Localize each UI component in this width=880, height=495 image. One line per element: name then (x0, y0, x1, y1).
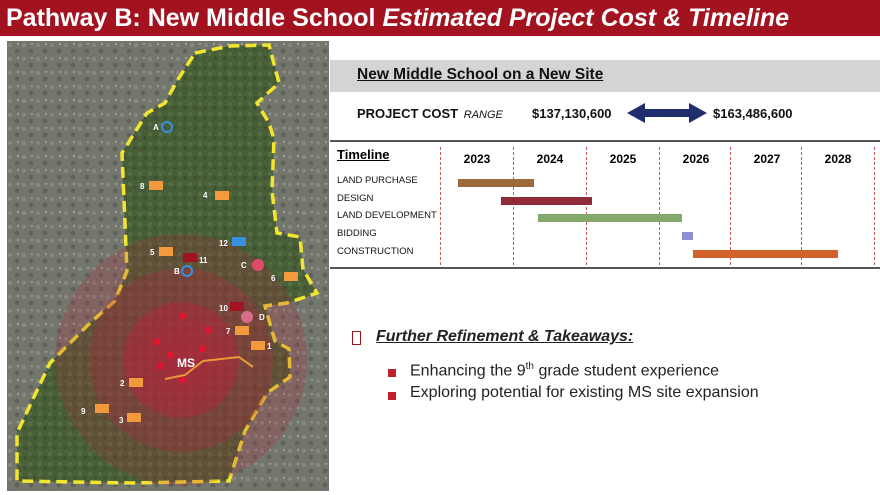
school-icon-5: 5 (150, 247, 173, 257)
year-divider (513, 147, 514, 265)
school-icon-b: B (174, 265, 193, 277)
school-label-9: 9 (81, 407, 86, 416)
school-label-1: 1 (267, 342, 272, 351)
school-label-d: D (259, 313, 265, 322)
school-label-6: 6 (271, 274, 276, 283)
school-label-b: B (174, 267, 180, 276)
school-label-8: 8 (140, 182, 145, 191)
school-icon-12: 12 (219, 237, 246, 248)
takeaway-item-1-sup: th (525, 361, 534, 372)
school-icon-1: 1 (251, 341, 272, 351)
school-label-10: 10 (219, 304, 228, 313)
school-icon-2: 2 (120, 378, 143, 388)
bullet-icon (388, 392, 396, 400)
task-label-land-purchase: LAND PURCHASE (337, 175, 418, 186)
year-divider (586, 147, 587, 265)
takeaways-title: Further Refinement & Takeaways: (376, 328, 634, 345)
school-label-12: 12 (219, 239, 228, 248)
year-divider (801, 147, 802, 265)
page-title: Pathway B: New Middle School Estimated P… (0, 0, 880, 36)
school-label-3: 3 (119, 416, 124, 425)
ms-label: MS (177, 356, 195, 370)
school-icon-6: 6 (271, 272, 298, 283)
task-label-design: DESIGN (337, 193, 374, 204)
project-cost-label: PROJECT COST RANGE (357, 106, 503, 121)
gantt-bar-design (501, 196, 592, 205)
gantt-bar-land-purchase (458, 179, 534, 187)
task-label-land-development: LAND DEVELOPMENT (337, 210, 437, 221)
gantt-bar-construction (693, 249, 838, 258)
school-icon-7: 7 (226, 326, 249, 336)
title-lead: Pathway B: New Middle School (6, 4, 383, 32)
ms-radius-rings (55, 234, 307, 486)
year-divider (659, 147, 660, 265)
title-italic: Estimated Project Cost & Timeline (382, 4, 790, 32)
timeline-bottom-rule (330, 267, 880, 269)
school-icon-11: 11 (183, 253, 208, 265)
year-divider (874, 147, 875, 265)
cost-range-label: RANGE (463, 109, 503, 121)
year-label: 2025 (609, 152, 637, 166)
cost-high: $163,486,600 (713, 106, 793, 121)
takeaway-item-1-pre: Enhancing the 9 (410, 362, 526, 380)
year-divider (730, 147, 731, 265)
ms-site-outline (164, 355, 254, 380)
section-header-band (330, 60, 880, 92)
year-label: 2028 (824, 152, 852, 166)
school-label-5: 5 (150, 248, 155, 257)
school-label-4: 4 (203, 191, 208, 200)
district-boundary (15, 43, 320, 485)
takeaway-item-1-post: grade student experience (534, 362, 720, 380)
school-icon-9: 9 (81, 404, 109, 416)
takeaway-marker-icon (352, 331, 361, 345)
double-arrow-icon (627, 103, 707, 123)
school-icon-a: A (153, 121, 173, 133)
gantt-bar-land-development (537, 214, 683, 223)
school-label-11: 11 (199, 256, 208, 265)
school-icon-3: 3 (119, 413, 141, 425)
school-label-a: A (153, 123, 159, 132)
ms-site-markers (154, 313, 212, 383)
project-panel: New Middle School on a New Site PROJECT … (330, 41, 880, 495)
year-label: 2023 (463, 152, 491, 166)
gantt-bar-bidding (682, 232, 694, 241)
cost-low: $137,130,600 (532, 106, 612, 121)
year-label: 2024 (536, 152, 564, 166)
timeline-heading: Timeline (337, 147, 390, 162)
task-label-bidding: BIDDING (337, 228, 377, 239)
bullet-icon (388, 369, 396, 377)
timeline-top-rule (330, 140, 880, 142)
school-icon-8: 8 (140, 181, 163, 191)
school-icon-d: D (241, 311, 265, 323)
year-label: 2027 (753, 152, 781, 166)
school-label-7: 7 (226, 327, 231, 336)
school-icon-4: 4 (203, 191, 229, 200)
takeaway-item-2: Exploring potential for existing MS site… (410, 384, 759, 401)
project-cost-text: PROJECT COST (357, 106, 459, 121)
school-label-2: 2 (120, 379, 125, 388)
school-icon-10: 10 (219, 302, 244, 313)
district-map: MS A B C D 1 2 3 4 5 6 7 (7, 41, 329, 491)
task-label-construction: CONSTRUCTION (337, 246, 414, 257)
year-label: 2026 (682, 152, 710, 166)
takeaway-item-1: Enhancing the 9th grade student experien… (410, 361, 719, 380)
school-icon-c: C (241, 259, 264, 271)
section-title: New Middle School on a New Site (357, 66, 604, 83)
school-label-c: C (241, 261, 247, 270)
year-divider (440, 147, 441, 265)
